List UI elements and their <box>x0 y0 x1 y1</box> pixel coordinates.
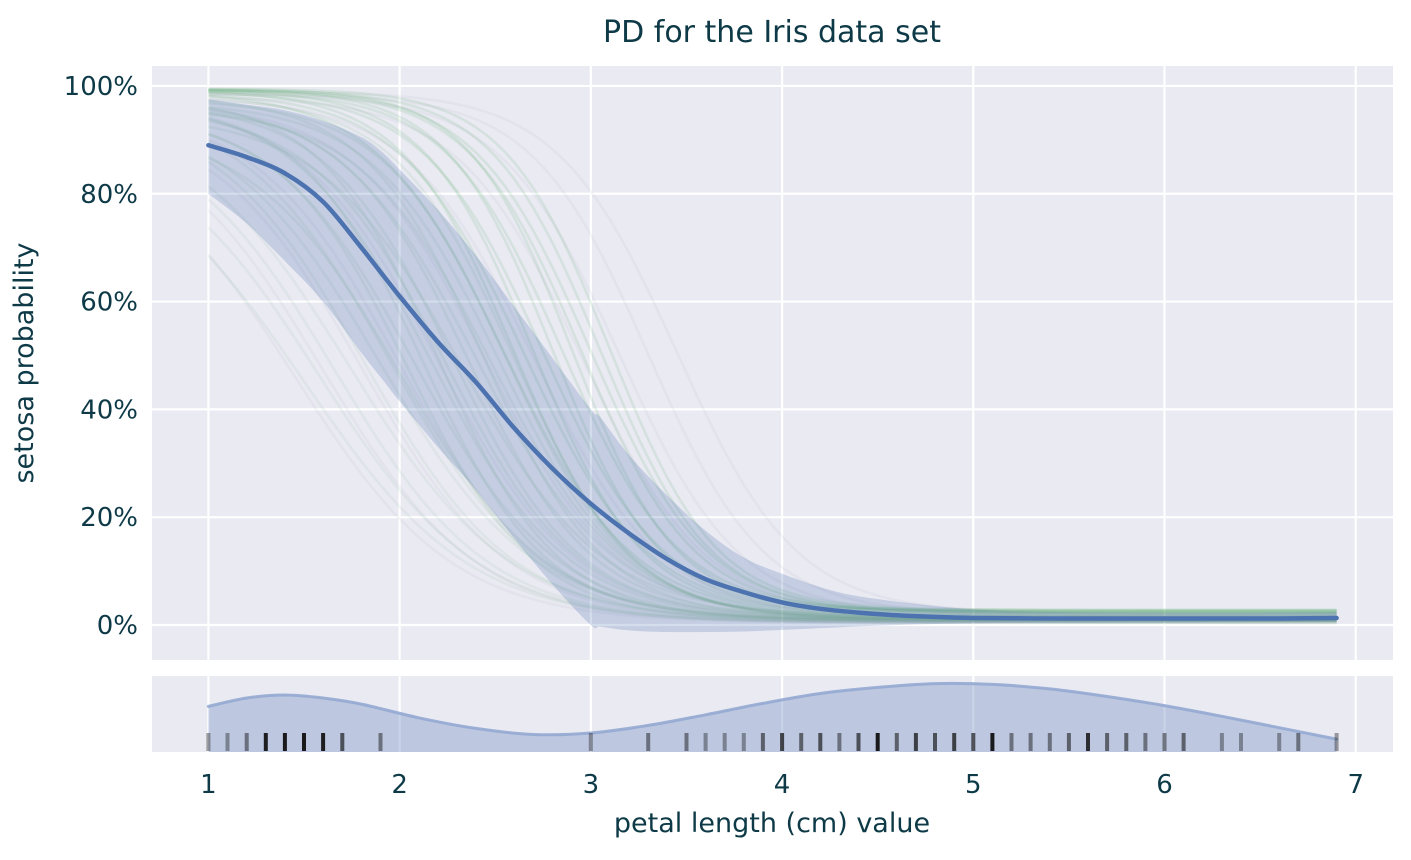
x-tick-label: 2 <box>391 770 408 800</box>
rug-mark <box>263 733 268 751</box>
ice-gray-cluster <box>207 209 1337 624</box>
ice-low-cluster <box>207 255 1337 625</box>
rug-mark <box>1009 733 1014 751</box>
pd-confidence-band <box>208 99 1337 633</box>
pd-mean-line <box>206 142 1339 621</box>
rug-mark <box>837 733 842 751</box>
density-fill <box>208 683 1337 752</box>
rug-mark <box>206 733 211 751</box>
x-tick-label: 1 <box>200 770 217 800</box>
rug-marks <box>206 733 1339 751</box>
rug-mark <box>1277 733 1282 751</box>
rug-mark <box>933 733 937 751</box>
x-tick-label: 3 <box>583 770 600 800</box>
y-tick-label: 40% <box>80 395 138 425</box>
ice-low-cluster <box>207 226 1337 624</box>
x-axis-label: petal length (cm) value <box>614 808 930 839</box>
rug-mark <box>1181 733 1186 751</box>
chart-title: PD for the Iris data set <box>603 15 941 50</box>
density-curve <box>206 681 1339 741</box>
x-tick-label: 5 <box>965 770 982 800</box>
rug-mark <box>856 733 861 751</box>
y-tick-label: 60% <box>80 288 138 318</box>
rug-mark <box>225 733 230 751</box>
rug-mark <box>799 733 804 751</box>
rug-mark <box>1296 733 1301 751</box>
rug-mark <box>913 733 918 751</box>
density-area <box>206 681 1339 752</box>
x-tick-labels: 1 2 3 4 5 6 7 <box>200 770 1364 800</box>
rug-mark <box>1239 733 1243 751</box>
rug-mark <box>780 733 785 751</box>
rug-mark <box>703 733 708 751</box>
y-axis-label: setosa probability <box>9 242 40 483</box>
rug-mark <box>1124 733 1129 751</box>
ice-gray-cluster <box>207 168 1337 624</box>
rug-mark <box>1066 733 1071 751</box>
ice-top-cluster <box>208 88 1337 613</box>
rug-mark <box>1219 733 1224 751</box>
main-grid <box>152 66 1393 660</box>
rug-mark <box>646 733 651 751</box>
ice-middle-cluster <box>207 156 1337 623</box>
ice-top-cluster <box>208 88 1337 615</box>
ice-gray-cluster <box>208 93 1337 617</box>
rug-mark <box>818 733 823 751</box>
ice-gray-cluster <box>207 253 1337 625</box>
ice-low-cluster <box>207 185 1337 623</box>
x-tick-label: 6 <box>1156 770 1173 800</box>
ice-top-cluster <box>208 89 1337 615</box>
ice-gray-cluster <box>208 90 1337 615</box>
rug-mark <box>340 733 345 751</box>
y-tick-labels: 0% 20% 40% 60% 80% 100% <box>64 72 138 641</box>
rug-mark <box>1143 733 1148 751</box>
ice-top-cluster <box>208 90 1337 612</box>
x-tick-label: 4 <box>774 770 791 800</box>
rug-mark <box>321 733 326 751</box>
rug-mark <box>302 733 306 751</box>
ice-top-cluster <box>208 94 1337 616</box>
y-tick-label: 20% <box>80 503 138 533</box>
rug-mark <box>282 733 287 751</box>
rug-mark <box>760 733 765 751</box>
rug-mark <box>894 733 899 751</box>
y-tick-label: 0% <box>97 611 138 641</box>
ice-top-cluster <box>208 91 1337 617</box>
pd-mean-layer <box>206 142 1339 621</box>
rug-mark <box>741 733 746 751</box>
ice-low-cluster <box>207 198 1337 624</box>
x-tick-label: 7 <box>1347 770 1364 800</box>
rug-mark <box>722 733 727 751</box>
rug-mark <box>588 733 593 751</box>
labels-layer: PD for the Iris data set petal length (c… <box>9 15 1364 839</box>
rug-mark <box>1334 733 1339 751</box>
rug-mark <box>378 733 383 751</box>
ice-top-cluster <box>208 89 1337 614</box>
ice-top-cluster <box>208 88 1337 613</box>
ice-gray-cluster <box>208 93 1337 616</box>
rug-mark <box>1047 733 1052 751</box>
rug-axes <box>152 676 1393 752</box>
main-axes <box>152 66 1393 660</box>
rug-mark <box>244 733 249 751</box>
rug-mark <box>875 733 880 751</box>
y-tick-label: 100% <box>64 72 138 102</box>
rug-mark <box>1105 733 1110 751</box>
rug-mark <box>952 733 957 751</box>
ice-top-cluster <box>208 87 1337 612</box>
rug-axes-background <box>152 676 1393 752</box>
rug-mark <box>684 733 689 751</box>
rug-mark <box>990 733 995 751</box>
main-axes-background <box>152 66 1393 660</box>
rug-mark <box>1086 733 1090 751</box>
rug-mark <box>1028 733 1033 751</box>
y-tick-label: 80% <box>80 180 138 210</box>
rug-mark <box>971 733 976 751</box>
rug-mark <box>1162 733 1167 751</box>
pd-band-layer <box>208 99 1337 633</box>
